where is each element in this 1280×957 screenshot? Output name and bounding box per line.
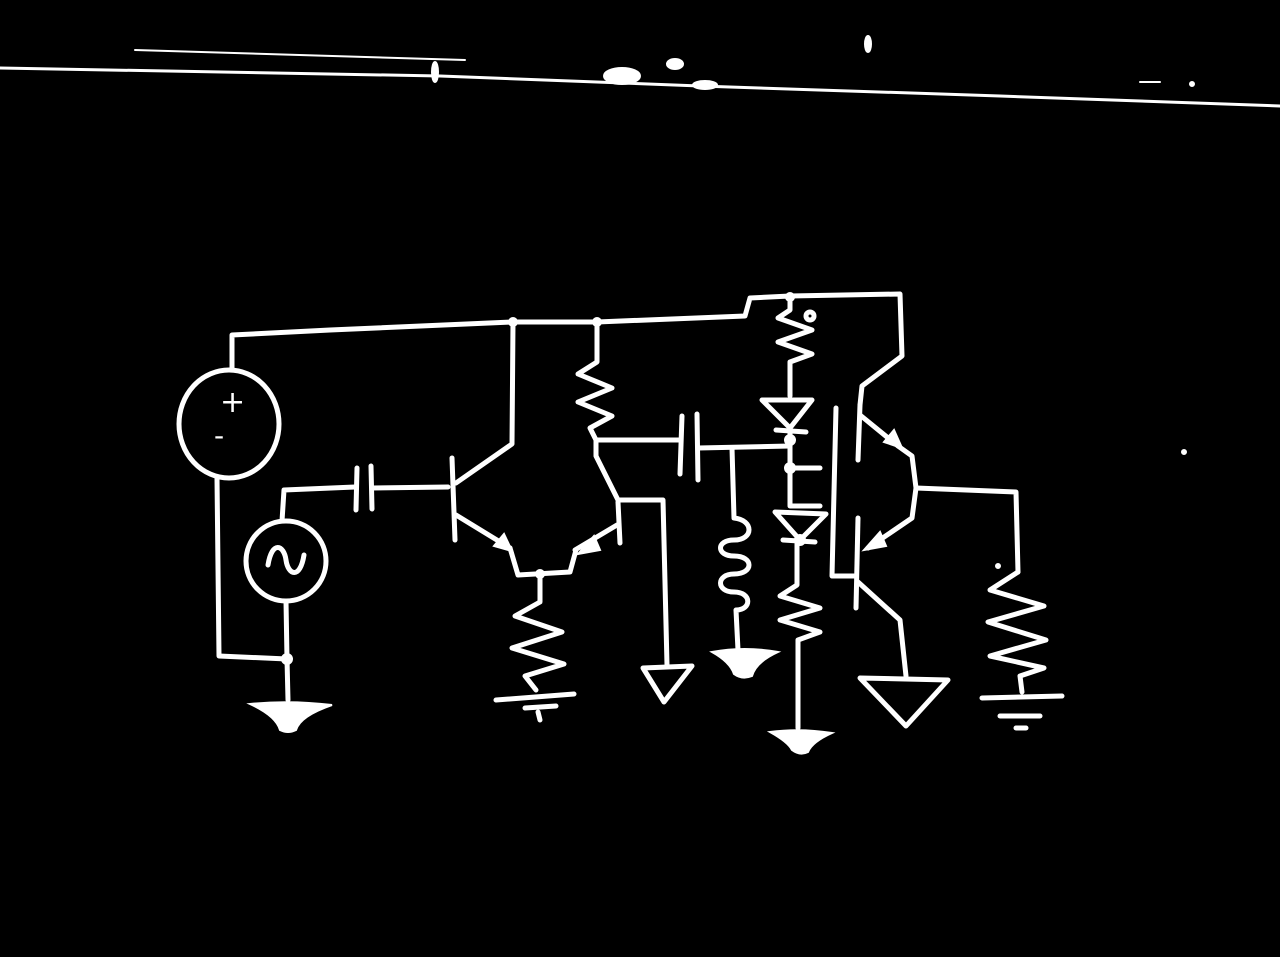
output-node (913, 485, 1021, 575)
bias-node (784, 443, 823, 509)
load-resistor (979, 563, 1065, 731)
board-edge-line (0, 35, 1280, 455)
inductor (709, 445, 782, 679)
output-pnp-transistor (853, 485, 919, 679)
diode-2 (772, 509, 829, 546)
dc-source-plus-sign: + (220, 385, 245, 420)
bias-resistor-bottom (766, 539, 836, 755)
ground-symbol-sources (246, 701, 333, 733)
tail-resistor (493, 571, 577, 723)
dc-voltage-source: + - (176, 367, 290, 662)
dc-source-minus-sign: - (214, 419, 224, 452)
collector-resistor (575, 319, 683, 443)
transistor-q1 (449, 319, 516, 553)
tail-node (507, 545, 579, 579)
transistor-q2 (572, 437, 670, 668)
ground-triangle-output (857, 675, 951, 729)
coupling-capacitor-2 (677, 411, 793, 483)
output-npn-transistor (829, 402, 919, 579)
bias-resistor-top (775, 294, 817, 399)
ground-triangle-q2 (640, 663, 695, 705)
coupling-capacitor-1 (353, 463, 451, 513)
ac-signal-source (243, 484, 358, 703)
diode-1 (759, 397, 815, 449)
